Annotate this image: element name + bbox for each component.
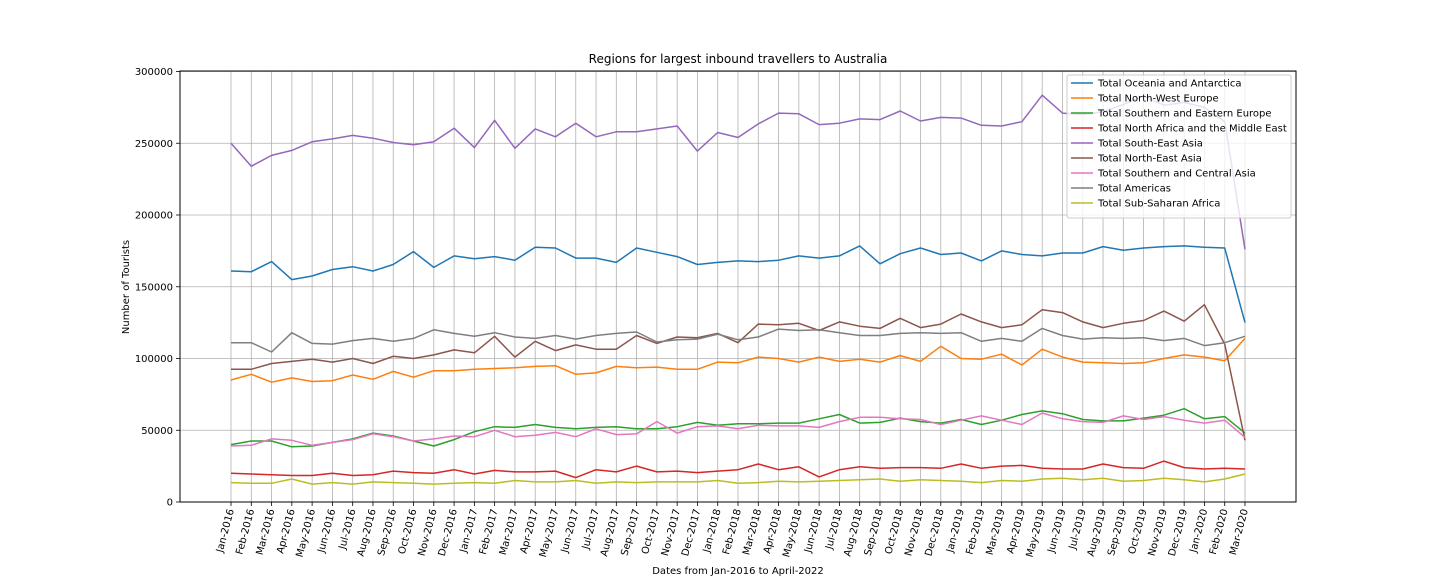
legend-label: Total North-West Europe [1097, 94, 1219, 105]
legend-label: Total Southern and Eastern Europe [1097, 109, 1272, 120]
x-axis-label: Dates from Jan-2016 to April-2022 [652, 566, 824, 576]
legend-label: Total South-East Asia [1097, 139, 1203, 150]
y-tick-label: 250000 [135, 139, 173, 150]
series-line [230, 337, 1246, 383]
series-line [230, 412, 1246, 447]
legend-label: Total Oceania and Antarctica [1097, 79, 1242, 90]
legend-label: Total Sub-Saharan Africa [1097, 199, 1220, 210]
y-tick-label: 200000 [135, 211, 173, 222]
series-line [231, 327, 1246, 353]
legend-label: Total North-East Asia [1097, 154, 1202, 165]
chart-title: Regions for largest inbound travellers t… [589, 52, 888, 66]
legend-label: Total Southern and Central Asia [1097, 169, 1256, 180]
series-line [230, 460, 1246, 479]
legend: Total Oceania and Antarctica Total North-… [1066, 74, 1292, 219]
y-tick-label: 50000 [141, 426, 173, 437]
series-lines [230, 94, 1246, 485]
legend-label: Total Americas [1097, 184, 1171, 195]
y-axis-label: Number of Tourists [121, 240, 132, 334]
legend-label: Total North Africa and the Middle East [1097, 124, 1287, 135]
y-tick-label: 100000 [135, 354, 173, 365]
series-line [230, 245, 1246, 323]
legend-box [1066, 74, 1292, 219]
series-line [231, 303, 1246, 441]
y-tick-label: 300000 [135, 67, 173, 78]
y-tick-label: 150000 [135, 282, 173, 293]
y-axis-ticks: 0 50000 100000 150000 200000 250000 300000 [135, 67, 180, 509]
y-tick-label: 0 [167, 498, 173, 509]
series-line [230, 473, 1246, 485]
